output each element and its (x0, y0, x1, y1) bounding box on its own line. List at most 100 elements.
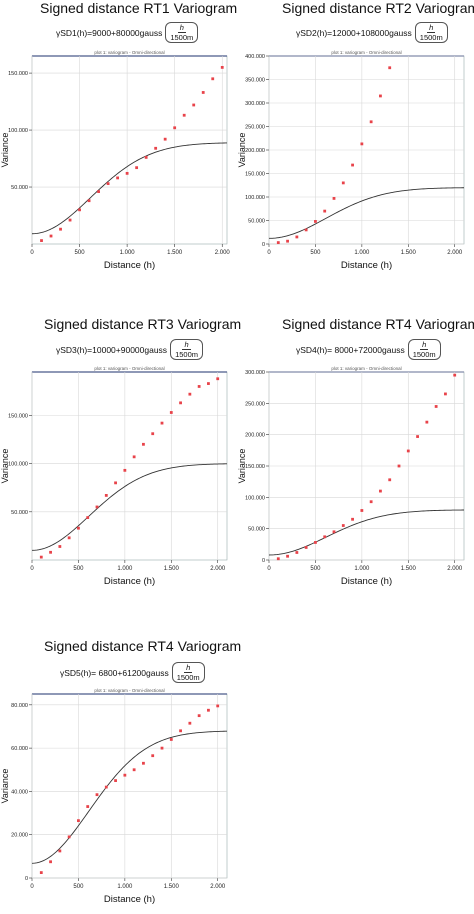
data-point (77, 819, 80, 823)
plot-header: plot 1: variogram - Omni-directional (331, 50, 401, 55)
plot-header: plot 1: variogram - Omni-directional (94, 50, 164, 55)
data-point (453, 373, 457, 377)
data-point (188, 392, 192, 396)
y-tick-label: 50.000 (11, 185, 28, 191)
x-axis-label: Distance (h) (341, 576, 392, 587)
data-point (314, 220, 317, 223)
data-point (323, 209, 327, 213)
y-tick-label: 200.000 (245, 148, 265, 154)
y-tick-label: 300.000 (245, 370, 265, 376)
y-tick-label: 100.000 (8, 128, 28, 134)
plot-header: plot 1: variogram - Omni-directional (94, 366, 164, 371)
x-tick-label: 1.000 (354, 566, 370, 572)
data-point (286, 554, 289, 558)
data-point (295, 235, 299, 239)
data-point (332, 530, 336, 534)
y-tick-label: 350.000 (245, 78, 265, 84)
data-point (39, 555, 43, 559)
data-point (95, 505, 99, 509)
model-formula: γSD5(h)= 6800+61200gauss h 1500m (60, 662, 205, 683)
data-point (360, 142, 364, 146)
model-curve (31, 463, 228, 551)
formula-fraction: h 1500m (170, 339, 203, 360)
data-point (216, 704, 220, 708)
data-point (379, 94, 382, 98)
data-point (135, 166, 139, 170)
data-point (163, 137, 167, 141)
data-point (216, 377, 220, 381)
variogram-chart-rt1: plot 1: variogram - Omni-directional 0 500… (0, 50, 230, 271)
plot-header: plot 1: variogram - Omni-directional (331, 366, 401, 371)
formula-denominator: 1500m (419, 33, 443, 42)
y-tick-label: 0 (262, 242, 265, 248)
data-point (59, 227, 62, 231)
data-point (49, 550, 52, 554)
data-point (106, 182, 110, 186)
chart-title: Signed distance RT4 Variogram (44, 638, 242, 654)
plot-header: plot 1: variogram - Omni-directional (94, 688, 164, 693)
x-tick-label: 0 (30, 250, 34, 256)
data-point (179, 401, 182, 405)
data-point (323, 535, 327, 539)
y-tick-label: 100.000 (245, 195, 265, 201)
y-tick-label: 150.000 (8, 413, 28, 419)
data-point (192, 103, 196, 107)
data-point (77, 526, 80, 530)
data-point (444, 392, 447, 396)
data-point (87, 199, 91, 203)
variogram-chart-rt4: plot 1: variogram - Omni-directional 0 500… (237, 366, 465, 587)
y-tick-label: 50.000 (248, 527, 265, 533)
variogram-chart-rt2: plot 1: variogram - Omni-directional 0 500… (237, 50, 465, 271)
x-tick-label: 500 (310, 566, 321, 572)
x-tick-label: 1.000 (354, 250, 370, 256)
formula-denominator: 1500m (170, 33, 194, 42)
y-tick-label: 0 (262, 558, 265, 564)
y-tick-label: 400.000 (245, 54, 265, 60)
formula-fraction: h 1500m (414, 22, 448, 43)
data-point (40, 239, 43, 242)
chart-title: Signed distance RT1 Variogram (40, 0, 238, 16)
x-tick-label: 0 (30, 566, 34, 572)
data-point (351, 517, 354, 521)
y-tick-label: 50.000 (248, 219, 265, 225)
x-tick-label: 2.000 (447, 250, 463, 256)
y-tick-label: 100.000 (245, 495, 265, 501)
data-point (179, 729, 182, 733)
x-tick-label: 500 (73, 884, 84, 890)
x-axis-label: Distance (h) (104, 260, 155, 271)
data-point (207, 382, 210, 385)
x-tick-label: 2.000 (210, 884, 226, 890)
model-curve (31, 730, 228, 864)
data-point (197, 714, 201, 718)
data-point (360, 509, 364, 512)
plot-frame (31, 371, 228, 561)
formula-fraction: h 1500m (171, 662, 205, 683)
data-point (379, 489, 382, 493)
y-tick-label: 300.000 (245, 101, 265, 107)
data-point (151, 754, 155, 758)
y-tick-label: 20.000 (11, 833, 28, 839)
data-point (95, 793, 99, 797)
formula-numerator: h (182, 340, 191, 350)
data-point (434, 405, 438, 408)
data-point (123, 468, 127, 472)
data-point (39, 871, 43, 874)
data-point (160, 421, 164, 425)
data-point (116, 176, 120, 180)
data-point (49, 860, 52, 864)
x-tick-label: 1.500 (401, 566, 417, 572)
data-point (151, 432, 155, 436)
data-point (341, 181, 345, 185)
y-axis-label: Variance (0, 769, 10, 804)
y-tick-label: 200.000 (245, 433, 265, 439)
x-tick-label: 500 (75, 250, 86, 256)
data-point (142, 442, 145, 446)
data-point (58, 545, 62, 548)
data-point (114, 779, 117, 782)
chart-title: Signed distance RT2 Variogram (282, 0, 474, 16)
x-tick-label: 1.500 (164, 884, 180, 890)
data-point (286, 239, 289, 243)
model-curve (268, 187, 465, 239)
x-tick-label: 1.000 (117, 884, 133, 890)
x-tick-label: 1.000 (120, 250, 136, 256)
